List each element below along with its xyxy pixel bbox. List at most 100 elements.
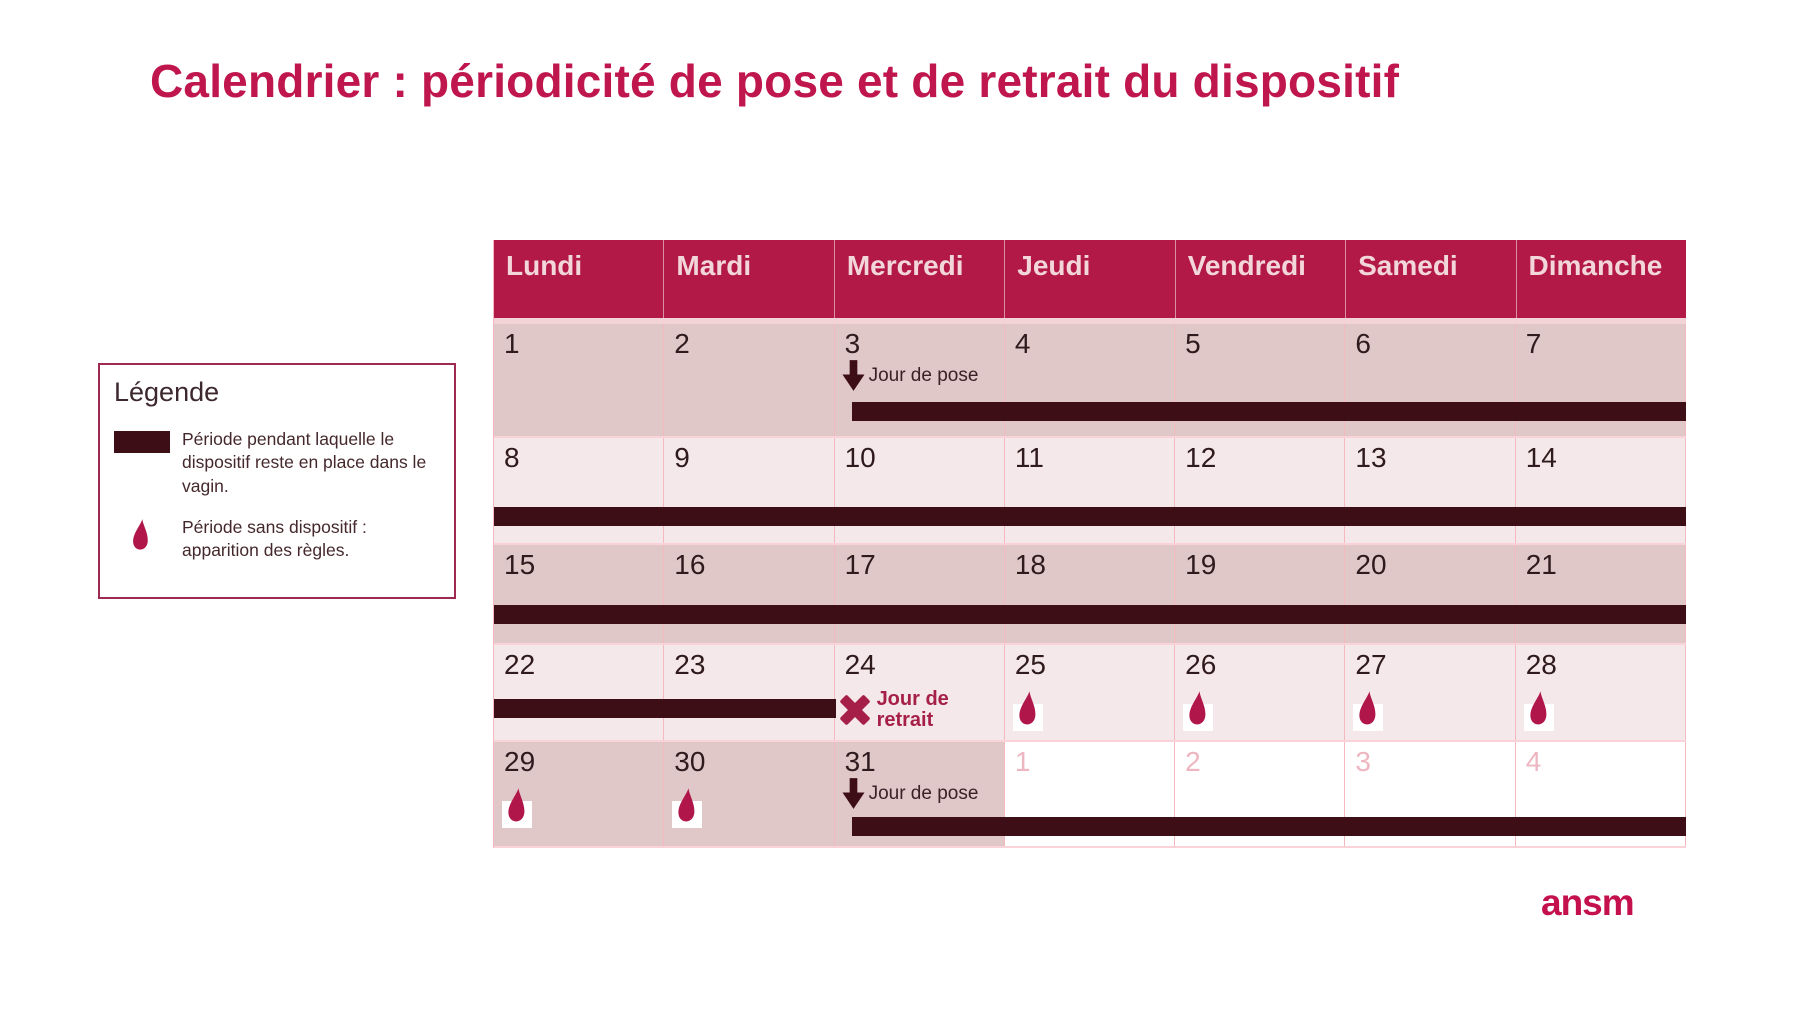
device-in-place-bar	[494, 507, 1686, 526]
insertion-day-label: Jour de pose	[868, 365, 979, 386]
day-cell: 15	[494, 545, 665, 643]
day-cell: 26	[1175, 645, 1346, 740]
blood-drop-icon	[508, 788, 525, 822]
day-number: 20	[1355, 549, 1387, 580]
day-cell: 30	[664, 742, 835, 846]
weekday-header: Lundi	[506, 250, 583, 281]
device-in-place-bar	[851, 402, 1686, 421]
day-number: 18	[1014, 549, 1046, 580]
day-cell: 10	[835, 438, 1005, 543]
insertion-day-label: Jour de pose	[868, 783, 979, 804]
day-number: 14	[1525, 442, 1557, 473]
calendar-week-row: 22 23 24 Jour de retrait 25 26	[494, 645, 1686, 742]
arrow-down-icon	[842, 778, 865, 809]
device-in-place-bar	[851, 817, 1686, 836]
removal-day-marker: Jour de retrait	[840, 689, 965, 731]
calendar-week-row: 29 30 31 Jour de pose 1 2 3 4	[494, 742, 1686, 848]
removal-day-label: Jour de retrait	[876, 688, 949, 731]
day-number: 30	[674, 746, 706, 777]
day-number: 2	[1185, 746, 1201, 777]
legend-box: Légende Période pendant laquelle le disp…	[98, 363, 456, 599]
day-number: 31	[844, 746, 876, 777]
day-number: 17	[844, 549, 876, 580]
day-number: 7	[1525, 328, 1542, 359]
menstruation-marker	[672, 786, 703, 830]
day-number: 15	[504, 549, 536, 580]
day-cell: 31 Jour de pose	[835, 742, 1005, 846]
day-number: 8	[504, 442, 520, 473]
day-number: 4	[1525, 746, 1542, 777]
legend-items: Période pendant laquelle le dispositif r…	[114, 428, 444, 562]
period-bar-swatch-icon	[114, 431, 170, 453]
day-number: 1	[1014, 746, 1031, 777]
day-cell: 7	[1516, 324, 1686, 436]
day-number: 28	[1525, 649, 1557, 680]
day-number: 13	[1355, 442, 1387, 473]
day-number: 27	[1355, 649, 1387, 680]
device-in-place-bar	[494, 605, 1686, 624]
blood-drop-icon	[1019, 691, 1036, 725]
day-number: 1	[504, 328, 520, 359]
day-cell: 2	[664, 324, 835, 436]
day-cell: 1	[494, 324, 665, 436]
day-cell: 14	[1516, 438, 1686, 543]
blood-drop-icon	[1189, 691, 1206, 725]
menstruation-marker	[502, 786, 532, 830]
weekday-header: Mercredi	[833, 240, 1004, 318]
day-number: 26	[1185, 649, 1217, 680]
weekday-header: Mardi	[663, 240, 833, 318]
calendar-week-row: 8 9 10 11 12 13 14	[494, 438, 1686, 545]
day-cell: 17	[835, 545, 1005, 643]
day-cell: 25	[1005, 645, 1176, 740]
day-number: 6	[1355, 328, 1371, 359]
day-number: 24	[844, 649, 876, 680]
day-number: 16	[674, 549, 706, 580]
blood-drop-icon	[1359, 691, 1376, 725]
day-number: 21	[1525, 549, 1557, 580]
blood-drop-icon	[1530, 691, 1547, 725]
menstruation-marker	[1353, 689, 1384, 733]
menstruation-marker	[1183, 689, 1214, 733]
weekday-header: Samedi	[1345, 240, 1515, 318]
day-number: 12	[1185, 442, 1217, 473]
day-number: 22	[504, 649, 536, 680]
day-number: 3	[844, 328, 861, 359]
day-cell: 24 Jour de retrait	[835, 645, 1005, 740]
legend-item-text: Période sans dispositif : apparition des…	[182, 516, 367, 561]
day-cell: 29	[494, 742, 665, 846]
blood-drop-icon	[678, 788, 695, 822]
calendar-week-row: 1 2 3 Jour de pose 4 5 6 7	[494, 324, 1686, 438]
legend-item: Période pendant laquelle le dispositif r…	[114, 428, 444, 498]
day-number: 5	[1185, 328, 1201, 359]
day-number: 2	[674, 328, 690, 359]
day-number: 11	[1014, 442, 1044, 473]
day-cell: 20	[1345, 545, 1516, 643]
day-cell: 4	[1005, 324, 1176, 436]
insertion-day-marker: Jour de pose	[842, 360, 979, 391]
day-cell: 11	[1005, 438, 1176, 543]
day-cell: 27	[1345, 645, 1516, 740]
day-cell: 23	[664, 645, 835, 740]
day-number: 19	[1185, 549, 1217, 580]
calendar-header-row: Lundi Mardi Mercredi Jeudi Vendredi Samedi Dim…	[494, 240, 1686, 324]
menstruation-marker	[1523, 689, 1554, 733]
device-in-place-bar	[494, 699, 837, 718]
legend-item-text: Période pendant laquelle le dispositif r…	[182, 429, 427, 496]
day-number: 4	[1014, 328, 1031, 359]
menstruation-marker	[1012, 689, 1043, 733]
insertion-day-marker: Jour de pose	[842, 778, 979, 809]
day-cell: 19	[1175, 545, 1346, 643]
weekday-header: Vendredi	[1174, 240, 1345, 318]
day-cell: 6	[1345, 324, 1516, 436]
day-cell: 18	[1005, 545, 1176, 643]
blood-drop-icon	[133, 518, 148, 550]
day-cell: 5	[1175, 324, 1346, 436]
day-cell: 3 Jour de pose	[835, 324, 1005, 436]
page-title: Calendrier : périodicité de pose et de r…	[150, 55, 1400, 107]
day-cell: 28	[1516, 645, 1686, 740]
day-cell: 12	[1175, 438, 1346, 543]
day-number: 25	[1014, 649, 1046, 680]
day-number: 29	[504, 746, 536, 777]
weekday-header: Dimanche	[1515, 240, 1686, 318]
